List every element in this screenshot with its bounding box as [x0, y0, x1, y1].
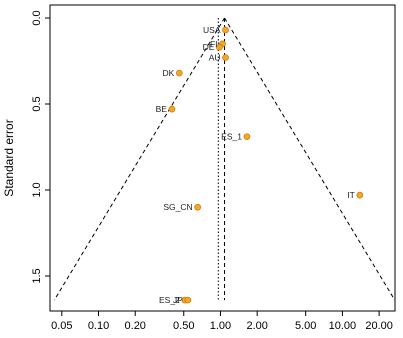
study-label: ES_1: [221, 132, 242, 142]
data-point: [194, 203, 201, 211]
x-tick-label: 10.00: [329, 320, 357, 332]
study-label: SG_CN: [163, 202, 192, 212]
x-tick-label: 0.20: [125, 320, 146, 332]
x-tick-label: 5.00: [295, 320, 316, 332]
data-point: [243, 133, 251, 141]
data-point: [222, 54, 229, 61]
study-label: IT: [347, 190, 355, 200]
y-tick-label: 0.0: [31, 10, 43, 25]
y-axis: 0.0 0.5 1.0 1.5: [31, 10, 51, 284]
funnel-left-boundary: [53, 17, 225, 301]
data-point: [216, 43, 223, 51]
study-label: AU: [209, 53, 221, 63]
x-tick-label: 20.00: [365, 320, 393, 332]
study-label: USA: [203, 25, 221, 35]
funnel-right-boundary: [224, 17, 396, 301]
study-label: DK: [163, 68, 175, 78]
study-label: DE: [203, 42, 215, 52]
x-tick-label: 1.00: [210, 320, 231, 332]
study-label: BE: [156, 104, 168, 114]
data-point: [356, 191, 364, 199]
data-point: [222, 26, 229, 34]
x-tick-label: 0.10: [88, 320, 109, 332]
data-point: [168, 105, 176, 113]
study-label: ES_2: [159, 295, 180, 305]
study-label: FI: [210, 39, 218, 49]
x-tick-label: 0.05: [51, 320, 72, 332]
y-axis-title: Standard error: [2, 119, 16, 196]
x-tick-label: 2.00: [246, 320, 267, 332]
study-label: JP: [173, 295, 183, 305]
x-tick-label: 0.50: [173, 320, 194, 332]
data-points: [168, 26, 364, 304]
plot-frame: [49, 4, 396, 312]
x-axis: 0.05 0.10 0.20 0.50 1.00 2.00 5.00 10.00 20.00: [51, 310, 393, 332]
y-tick-label: 1.0: [31, 182, 43, 197]
data-point: [184, 296, 192, 304]
y-tick-label: 1.5: [31, 268, 43, 283]
y-tick-label: 0.5: [31, 96, 43, 111]
data-point: [175, 69, 183, 77]
funnel-lines: [53, 17, 396, 301]
